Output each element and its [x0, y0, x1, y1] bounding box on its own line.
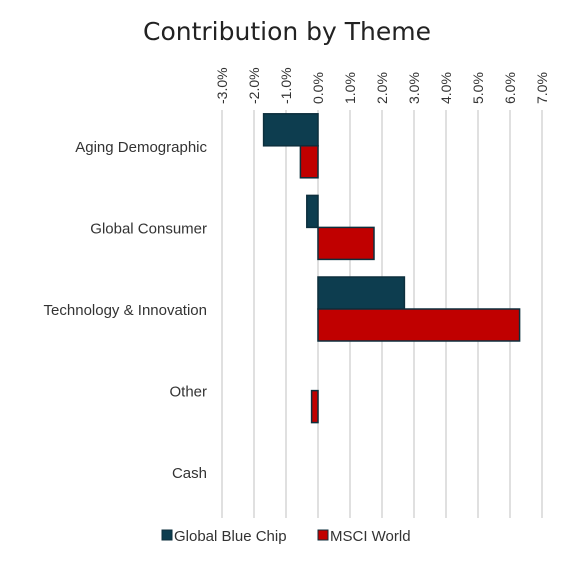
legend-label: MSCI World	[330, 528, 411, 545]
x-tick-label: 4.0%	[438, 72, 454, 104]
x-axis-tick-labels: -3.0% -2.0% -1.0% 0.0% 1.0% 2.0% 3.0% 4.0% 5.0% 6…	[214, 67, 550, 104]
category-label: Aging Demographic	[75, 139, 207, 156]
category-label: Technology & Innovation	[44, 302, 207, 319]
x-tick-label: 7.0%	[534, 72, 550, 104]
x-tick-label: -3.0%	[214, 67, 230, 104]
legend-swatch	[317, 529, 329, 541]
category-label: Global Consumer	[90, 220, 207, 237]
category-labels: Aging Demographic Global Consumer Technolo…	[44, 139, 208, 482]
x-tick-label: -2.0%	[246, 67, 262, 104]
x-tick-label: 1.0%	[342, 72, 358, 104]
chart-title: Contribution by Theme	[143, 17, 431, 46]
x-tick-label: 2.0%	[374, 72, 390, 104]
legend-label: Global Blue Chip	[174, 528, 287, 545]
x-tick-label: 3.0%	[406, 72, 422, 104]
bar	[310, 389, 319, 424]
category-label: Cash	[172, 465, 207, 482]
bars	[262, 113, 521, 424]
bar	[317, 276, 406, 310]
x-tick-label: 5.0%	[470, 72, 486, 104]
bar	[317, 226, 375, 261]
bar	[317, 308, 521, 342]
category-label: Other	[169, 384, 207, 401]
x-tick-label: 0.0%	[310, 72, 326, 104]
bar	[306, 194, 319, 229]
x-tick-label: -1.0%	[278, 67, 294, 104]
bar	[299, 145, 319, 179]
legend-swatch	[161, 529, 173, 541]
legend: Global Blue Chip MSCI World	[161, 528, 411, 545]
x-tick-label: 6.0%	[502, 72, 518, 104]
bar	[262, 113, 319, 147]
